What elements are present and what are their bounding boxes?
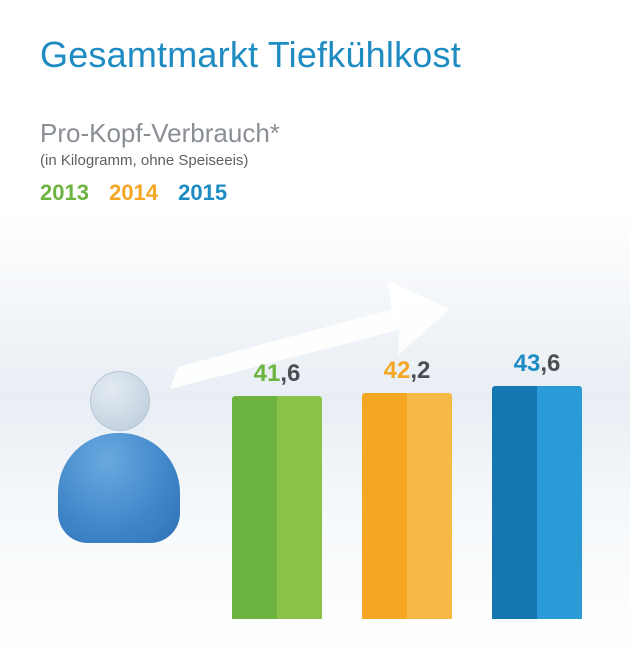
bar-2014-left bbox=[362, 393, 407, 621]
legend: 2013 2014 2015 bbox=[40, 180, 241, 206]
value-label-2014: 42,2 bbox=[362, 357, 452, 385]
legend-item-2013: 2013 bbox=[40, 180, 89, 205]
legend-item-2014: 2014 bbox=[109, 180, 158, 205]
bar-2015-left bbox=[492, 386, 537, 621]
bar-2014 bbox=[362, 393, 452, 621]
bar-2015 bbox=[492, 386, 582, 621]
value-dec: ,2 bbox=[410, 357, 430, 384]
chart-subtitle: Pro-Kopf-Verbrauch* bbox=[40, 118, 280, 149]
value-int: 41 bbox=[254, 360, 281, 387]
value-label-2015: 43,6 bbox=[492, 350, 582, 378]
person-head-icon bbox=[90, 371, 150, 431]
bar-2014-right bbox=[407, 393, 452, 621]
value-dec: ,6 bbox=[280, 360, 300, 387]
value-int: 42 bbox=[384, 357, 411, 384]
chart-baseline bbox=[0, 619, 630, 621]
value-dec: ,6 bbox=[540, 350, 560, 377]
bar-chart: 41,6 42,2 43,6 bbox=[0, 241, 630, 621]
chart-subnote: (in Kilogramm, ohne Speiseeis) bbox=[40, 152, 248, 169]
person-body-icon bbox=[58, 433, 180, 543]
bar-2013-right bbox=[277, 396, 322, 621]
bar-2013-left bbox=[232, 396, 277, 621]
value-int: 43 bbox=[514, 350, 541, 377]
legend-item-2015: 2015 bbox=[178, 180, 227, 205]
chart-title: Gesamtmarkt Tiefkühlkost bbox=[40, 34, 461, 76]
person-icon bbox=[44, 371, 194, 561]
bar-2015-right bbox=[537, 386, 582, 621]
trend-arrow-icon bbox=[150, 271, 460, 411]
value-label-2013: 41,6 bbox=[232, 360, 322, 388]
bar-2013 bbox=[232, 396, 322, 621]
